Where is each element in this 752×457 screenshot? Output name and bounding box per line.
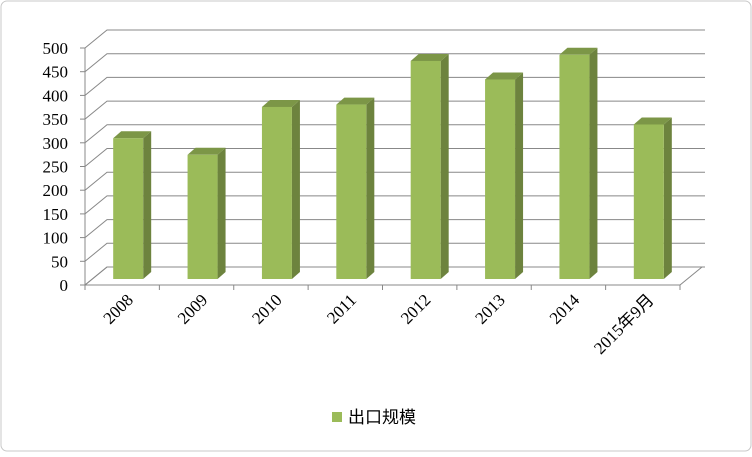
legend-swatch	[332, 412, 342, 422]
bar	[113, 131, 152, 279]
bar-front	[485, 79, 516, 279]
bar	[187, 147, 226, 279]
y-tick-label: 250	[43, 158, 69, 177]
bar-front	[410, 60, 441, 280]
bar	[336, 97, 375, 280]
y-tick-label: 0	[60, 276, 69, 295]
y-tick-label: 300	[43, 134, 69, 153]
y-tick-label: 400	[43, 86, 69, 105]
y-tick-label: 50	[51, 252, 68, 271]
y-tick-label: 450	[43, 63, 69, 82]
bar-top	[559, 47, 598, 55]
y-tick-label: 350	[43, 110, 69, 129]
bar-front	[559, 54, 590, 279]
bar-front	[633, 124, 664, 279]
grid-line	[84, 29, 705, 49]
bar-top	[336, 97, 375, 105]
bar-side	[143, 131, 152, 279]
legend-label: 出口规模	[348, 408, 416, 427]
bar-side	[366, 97, 375, 280]
y-tick-label: 500	[43, 39, 69, 58]
bar-front	[113, 138, 144, 279]
bar-top	[187, 147, 226, 155]
bar-side	[515, 72, 524, 279]
y-tick-label: 200	[43, 181, 69, 200]
bar	[261, 99, 300, 279]
bar-side	[291, 99, 300, 279]
grid-line	[84, 53, 705, 73]
bar-side	[440, 53, 449, 280]
bar-top	[113, 131, 152, 139]
bar-top	[633, 117, 672, 125]
bar	[559, 47, 598, 279]
bar	[485, 72, 524, 279]
bar-side	[217, 147, 226, 279]
y-tick-label: 100	[43, 229, 69, 248]
bar-side	[663, 117, 672, 279]
bar	[410, 53, 449, 280]
bar-top	[410, 53, 449, 61]
bar-front	[336, 104, 367, 280]
bar	[633, 117, 672, 279]
bar-top	[485, 72, 524, 80]
y-tick-label: 150	[43, 205, 69, 224]
bar-front	[261, 106, 292, 279]
bar-side	[589, 47, 598, 279]
bar-top	[261, 99, 300, 107]
bar-front	[187, 154, 218, 279]
